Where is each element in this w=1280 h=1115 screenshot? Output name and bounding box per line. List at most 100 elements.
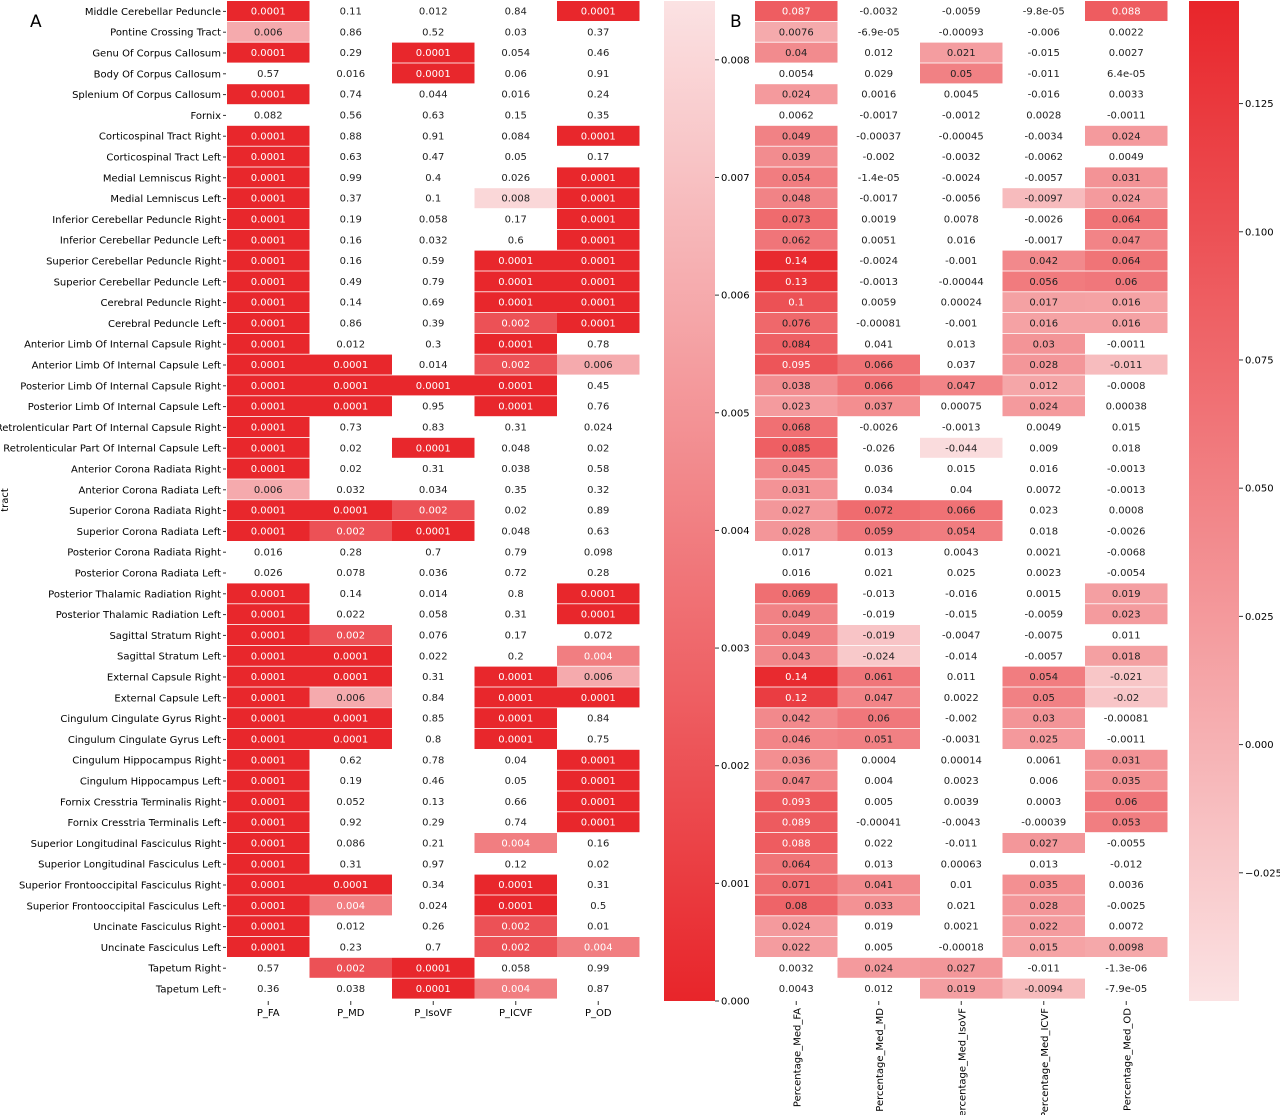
cell-value: 0.049 — [782, 131, 811, 142]
colorbar-a-gradient — [664, 1, 715, 1001]
cell-value: 0.012 — [864, 984, 893, 995]
cell-value: -0.00045 — [939, 131, 984, 142]
cell-value: 0.0036 — [1109, 880, 1144, 891]
cell-value: 0.02 — [340, 464, 362, 475]
cell-value: 0.061 — [864, 672, 893, 683]
cell-value: 0.0001 — [333, 672, 368, 683]
heat-cell — [557, 583, 640, 604]
cell-value: 0.45 — [587, 381, 609, 392]
cell-value: 0.24 — [587, 90, 609, 101]
heat-cell — [227, 645, 310, 666]
cell-value: 0.0016 — [861, 90, 896, 101]
cell-value: 0.5 — [590, 901, 606, 912]
cell-value: 0.0001 — [581, 693, 616, 704]
cell-value: 0.016 — [1029, 464, 1058, 475]
cell-value: 0.74 — [340, 90, 362, 101]
cell-value: 0.62 — [340, 755, 362, 766]
cell-value: 0.1 — [425, 194, 441, 205]
row-label: Medial Lemniscus Left — [110, 194, 221, 205]
heat-cell — [1002, 313, 1085, 333]
cell-value: 0.024 — [1112, 131, 1141, 142]
cell-value: 0.0001 — [251, 610, 286, 621]
heat-cell — [392, 521, 475, 541]
heat-cell — [837, 895, 920, 916]
heat-cell — [474, 292, 557, 313]
heat-cell — [755, 437, 838, 458]
cell-value: 0.004 — [501, 839, 530, 850]
cell-value: 0.015 — [947, 464, 976, 475]
col-label: Percentage_Med_FA — [792, 1008, 803, 1107]
cell-value: 0.17 — [505, 215, 527, 226]
heat-cell — [557, 666, 640, 687]
colorbar-b: −0.025 0.000 0.025 0.050 0.075 0.100 0.125 — [1189, 1, 1280, 1001]
cell-value: 0.0001 — [581, 235, 616, 246]
cell-value: 0.025 — [947, 568, 976, 579]
heat-cell — [920, 42, 1003, 63]
heatmap-a: 0.0001 0.11 0.012 0.84 0.0001 0.006 0.86 0.52 0.… — [227, 1, 640, 999]
heat-cell — [1002, 708, 1085, 729]
heat-cell — [1002, 271, 1085, 292]
row-label: Uncinate Fasciculus Right — [93, 922, 221, 933]
cell-value: -7.9e-05 — [1105, 984, 1147, 995]
cell-value: 0.00038 — [1106, 402, 1147, 413]
heat-cell — [227, 417, 310, 437]
cell-value: 0.0001 — [581, 298, 616, 309]
heat-cell — [837, 687, 920, 708]
cell-value: -0.0025 — [1107, 901, 1146, 912]
cell-value: 0.006 — [254, 485, 283, 496]
heat-cell — [557, 354, 640, 375]
cell-value: -0.0075 — [1024, 631, 1063, 642]
cell-value: 0.0001 — [333, 651, 368, 662]
cell-value: 0.047 — [947, 381, 976, 392]
cell-value: 0.63 — [422, 111, 444, 122]
cell-value: 0.26 — [422, 922, 444, 933]
cell-value: -9.8e-05 — [1023, 7, 1065, 18]
heat-cell — [474, 895, 557, 916]
heat-cell — [755, 375, 838, 396]
heat-cell — [227, 396, 310, 417]
cell-value: 0.2 — [508, 651, 524, 662]
cell-value: 0.0001 — [498, 298, 533, 309]
cell-value: 0.0061 — [1026, 755, 1061, 766]
row-label: Body Of Corpus Callosum — [94, 69, 221, 80]
heat-cell — [227, 479, 310, 500]
heat-cell — [227, 84, 310, 105]
cell-value: 0.03 — [1033, 714, 1055, 725]
cell-value: 0.027 — [782, 506, 811, 517]
heat-cell — [227, 125, 310, 146]
row-label: Fornix Cresstria Terminalis Left — [68, 818, 222, 829]
cell-value: 0.0043 — [779, 984, 814, 995]
cell-value: 0.031 — [782, 485, 811, 496]
heat-cell — [227, 375, 310, 396]
cell-value: -0.0013 — [942, 423, 981, 434]
cell-value: -0.0059 — [942, 7, 981, 18]
cell-value: 0.00014 — [941, 755, 982, 766]
cell-value: 0.058 — [419, 215, 448, 226]
cell-value: 0.006 — [584, 360, 613, 371]
heat-cell — [557, 604, 640, 625]
heat-cell — [1085, 937, 1168, 957]
cell-value: 0.0072 — [1026, 485, 1061, 496]
row-label: Cingulum Cingulate Gyrus Right — [60, 714, 221, 725]
cell-value: 0.011 — [1112, 631, 1141, 642]
heat-cell — [309, 687, 392, 708]
cell-value: 0.023 — [1112, 610, 1141, 621]
cell-value: 0.002 — [336, 527, 365, 538]
cell-value: 0.004 — [501, 984, 530, 995]
cell-value: 0.023 — [782, 402, 811, 413]
cell-value: 0.1 — [788, 298, 804, 309]
cell-value: -0.0011 — [1107, 339, 1146, 350]
heat-cell — [755, 1, 838, 21]
heat-cell — [755, 937, 838, 957]
row-label: Superior Longitudinal Fasciculus Left — [38, 860, 221, 871]
heat-cell — [755, 125, 838, 146]
cell-value: 0.95 — [422, 402, 444, 413]
cell-value: 0.064 — [1112, 215, 1141, 226]
cell-value: 0.0022 — [1109, 27, 1144, 38]
row-label: Fornix Cresstria Terminalis Right — [60, 797, 221, 808]
heat-cell — [755, 853, 838, 874]
cell-value: 0.0001 — [333, 381, 368, 392]
cell-value: 0.0027 — [1109, 48, 1144, 59]
heat-cell — [1085, 812, 1168, 833]
